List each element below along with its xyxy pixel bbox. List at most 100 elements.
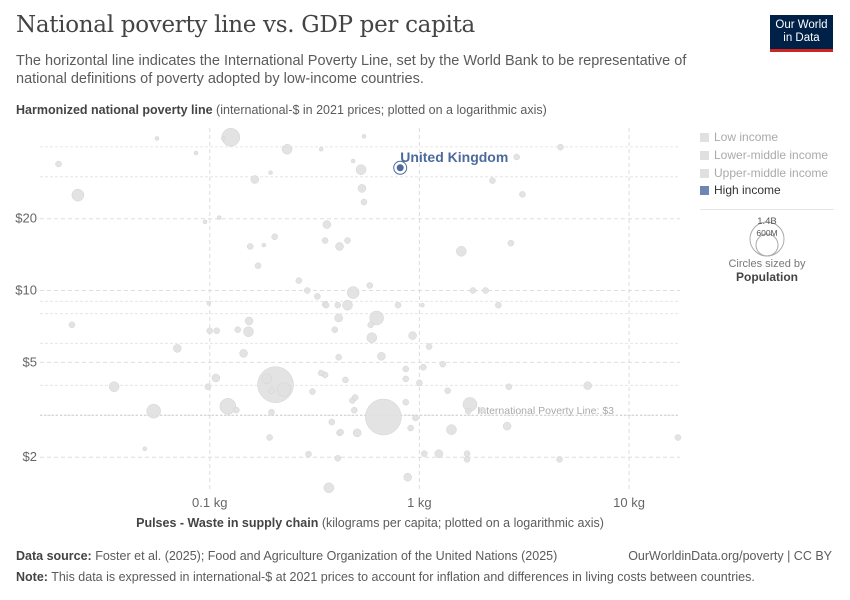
data-point [211,373,221,383]
y-tick-label: $10 [15,283,37,298]
data-point [420,363,427,371]
data-point [463,456,471,463]
data-point [309,388,316,395]
size-note: Circles sized by Population [700,258,834,285]
note-label: Note: [16,570,48,584]
y-axis-label-rest: (international-$ in 2021 prices; plotted… [212,103,547,117]
data-point [206,300,212,306]
data-point [321,237,329,244]
data-point [268,387,275,395]
data-point [495,301,502,309]
poverty-line-label: International Poverty Line: $3 [477,405,614,417]
chart-title: National poverty line vs. GDP per capita [16,12,475,38]
data-point [357,184,367,193]
data-point [367,321,374,329]
data-point [173,344,182,353]
data-point [556,456,563,463]
data-point [234,326,241,333]
data-point [322,301,330,309]
data-point [402,375,410,383]
owid-link[interactable]: OurWorldinData.org/poverty | CC BY [628,549,832,563]
data-point [519,191,526,198]
data-point [416,379,423,387]
data-point [377,352,386,361]
x-axis-label: Pulses - Waste in supply chain (kilogram… [0,516,740,530]
data-point [469,287,477,294]
data-point [250,175,260,184]
data-point [261,373,272,385]
data-point [295,277,303,284]
logo-line-2: in Data [783,32,820,44]
highlight-label: United Kingdom [400,149,508,165]
size-legend-small-label: 600M [756,228,777,238]
data-point [202,219,208,225]
data-point [351,406,358,414]
data-point [344,237,351,244]
legend-lower-middle-income[interactable]: Lower-middle income [700,148,828,162]
data-point [71,188,85,202]
data-point [314,293,321,300]
data-point [281,143,293,155]
data-point [360,198,368,206]
data-point [221,136,226,141]
chart-subtitle: The horizontal line indicates the Intern… [16,53,687,87]
data-point [394,301,402,309]
data-point [322,220,332,229]
legend-high-income[interactable]: High income [700,183,781,197]
data-point [456,246,467,257]
data-point [342,376,349,384]
data-point [335,354,342,361]
data-point [444,387,451,395]
legend-divider [700,209,834,210]
data-point [334,301,342,309]
data-point [355,164,367,175]
data-point [446,424,457,435]
owid-logo[interactable]: Our World in Data [770,15,833,52]
data-point [271,233,278,241]
data-point [246,243,254,250]
data-point [239,349,248,358]
data-point [482,287,489,294]
data-point [146,403,161,419]
y-tick-label: $20 [15,211,37,226]
highlight-point-ring [393,160,408,175]
legend-label: Lower-middle income [714,148,829,162]
data-point [193,150,199,156]
data-point [583,381,592,390]
logo-line-1: Our World [775,19,828,31]
data-point [366,282,374,289]
x-tick-label: 10 kg [613,495,645,510]
data-point [425,343,433,350]
data-point [304,287,311,294]
data-point [244,316,254,326]
data-point [68,321,76,329]
legend-low-income[interactable]: Low income [700,130,778,144]
data-point [266,434,273,441]
data-point [507,239,515,247]
source-text[interactable]: Foster et al. (2025); Food and Agricultu… [95,549,558,563]
data-point [305,450,312,458]
data-point [674,434,682,441]
legend-upper-middle-income[interactable]: Upper-middle income [700,166,828,180]
data-point [337,428,344,436]
x-axis-label-rest: (kilograms per capita; plotted on a loga… [318,516,604,530]
data-point [142,446,148,452]
size-legend-large-label: 1.4B [757,216,777,227]
data-point [479,406,486,414]
data-point [420,302,425,308]
data-point [489,177,496,184]
data-point [408,331,417,340]
size-legend: 1.4B 600M [749,216,785,257]
data-point [505,383,513,390]
data-point [361,134,367,139]
data-point [268,408,275,416]
legend-swatch [700,185,709,195]
data-point [407,424,414,432]
data-point [261,242,267,248]
legend-swatch [700,132,709,142]
data-point [276,382,292,397]
y-axis-label-bold: Harmonized national poverty line [16,103,213,117]
data-point [328,418,336,426]
